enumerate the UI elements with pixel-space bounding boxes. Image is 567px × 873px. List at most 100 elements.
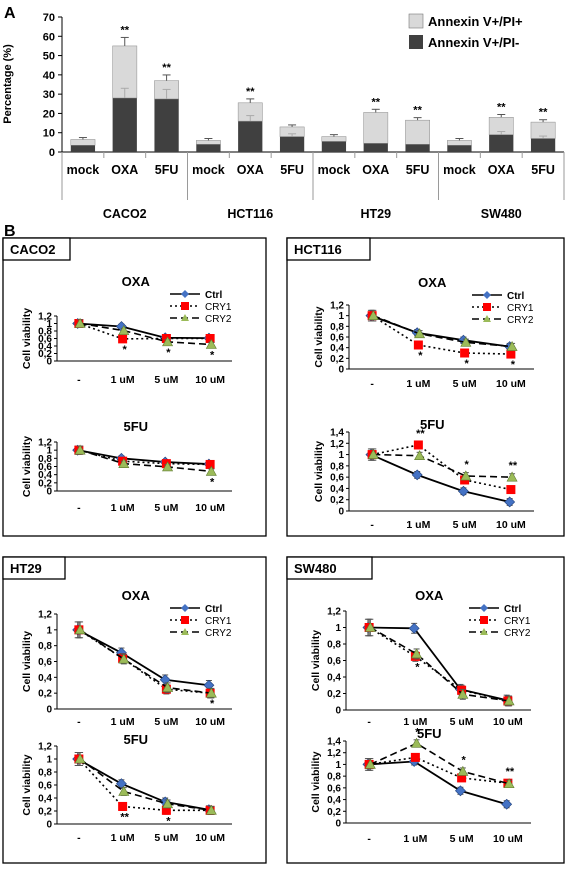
significance-label: *	[415, 661, 420, 673]
cell-line-tab	[286, 556, 373, 580]
y-tick-label: 1,2	[38, 438, 52, 449]
point-cry2	[118, 785, 130, 796]
point-cry2	[460, 336, 472, 347]
y-tick-label: 1	[335, 760, 341, 771]
point-cry2	[367, 310, 379, 320]
cell-line-label: SW480	[481, 207, 522, 221]
y-tick-label: 0	[338, 507, 344, 518]
bar-segment-pi-pos	[196, 140, 221, 145]
point-cry2	[205, 687, 217, 698]
point-ctrl	[501, 798, 513, 810]
category-label: mock	[192, 163, 225, 177]
y-tick-label-a: 30	[43, 89, 55, 101]
bar-segment-pi-pos	[447, 140, 472, 146]
x-tick-label: 5 uM	[154, 832, 178, 844]
significance-label: **	[506, 766, 515, 778]
legend-label-pi-neg: Annexin V+/PI-	[428, 35, 519, 50]
y-tick-label: 0,8	[327, 640, 341, 651]
y-tick-label: 1	[46, 625, 52, 636]
y-tick-label: 0,8	[330, 322, 344, 333]
series-line-ctrl	[77, 758, 210, 811]
cell-line-box	[286, 556, 565, 864]
cell-line-box	[2, 556, 267, 864]
y-tick-label: 1	[338, 311, 344, 322]
point-cry2	[506, 471, 518, 482]
y-axis-label: Cell viability	[313, 441, 325, 502]
legend-label: CRY1	[205, 302, 232, 313]
x-tick-label: 1 uM	[403, 833, 427, 845]
point-cry2	[118, 458, 130, 468]
cell-line-label: HT29	[360, 207, 391, 221]
bar-segment-pi-neg	[321, 141, 347, 152]
point-cry2	[74, 444, 86, 455]
significance-label: *	[210, 698, 215, 710]
x-tick-label: 10 uM	[496, 519, 526, 531]
panel-a-label: A	[4, 5, 16, 22]
panel-a-ylabel: Percentage (%)	[2, 44, 14, 124]
cell-line-title: HCT116	[294, 242, 342, 257]
y-axis-label: Cell viability	[310, 751, 322, 812]
series-line-ctrl	[370, 453, 510, 503]
bar-segment-pi-neg	[112, 98, 137, 152]
significance-label: **	[416, 428, 425, 440]
significance-label: *	[511, 359, 516, 371]
legend-label: CRY2	[205, 314, 232, 325]
y-tick-label-a: 60	[43, 31, 55, 43]
point-cry2	[364, 758, 376, 769]
point-ctrl	[455, 785, 466, 797]
legend-marker-ctrl	[181, 604, 189, 612]
y-tick-label: 0,2	[327, 807, 341, 818]
legend-marker-ctrl	[483, 291, 491, 299]
cell-line-tab	[286, 237, 371, 261]
bar-segment-pi-neg	[70, 145, 96, 152]
y-tick-label: 0	[338, 365, 344, 376]
legend-marker-cry2	[181, 628, 189, 635]
cell-line-title: HT29	[10, 561, 42, 576]
bar-segment-pi-neg	[530, 138, 556, 152]
bar-segment-pi-pos	[321, 136, 347, 142]
point-cry2	[457, 765, 469, 776]
y-tick-label: 0	[46, 487, 52, 498]
y-tick-label: 0,6	[38, 657, 52, 668]
series-line-cry1	[78, 449, 211, 466]
significance-label: **	[371, 96, 380, 108]
y-tick-label: 0,2	[38, 689, 52, 700]
point-cry1	[161, 805, 171, 815]
y-tick-label: 0,8	[38, 327, 52, 338]
significance-label: **	[120, 811, 129, 823]
point-ctrl	[408, 622, 420, 634]
y-tick-label: 0	[46, 705, 52, 716]
y-tick-label: 0,4	[330, 484, 344, 495]
series-line-cry2	[373, 314, 513, 348]
legend-label: CRY1	[507, 303, 534, 314]
legend-label: CRY2	[507, 315, 534, 326]
significance-label: *	[210, 350, 215, 362]
significance-label: **	[497, 102, 506, 114]
legend-label: Ctrl	[507, 291, 524, 302]
y-tick-label: 1,4	[327, 737, 341, 748]
y-tick-label: 1,2	[330, 439, 344, 450]
category-label: OXA	[488, 163, 515, 177]
y-tick-label-a: 10	[43, 128, 55, 140]
series-line-cry1	[78, 322, 211, 340]
chart-title: OXA	[122, 588, 151, 603]
y-tick-label: 0,4	[330, 343, 344, 354]
y-tick-label: 0,2	[330, 495, 344, 506]
bar-segment-pi-pos	[405, 119, 430, 145]
y-tick-label: 0,6	[330, 473, 344, 484]
point-cry1	[506, 349, 516, 359]
bar-segment-pi-pos	[70, 139, 96, 146]
point-cry1	[413, 340, 423, 350]
series-line-cry1	[369, 756, 508, 784]
cell-line-tab	[2, 556, 66, 580]
significance-label: **	[509, 460, 518, 472]
cell-line-box	[286, 237, 565, 537]
y-axis-label: Cell viability	[21, 754, 33, 815]
x-tick-label: -	[370, 378, 374, 390]
y-axis-label: Cell viability	[313, 306, 325, 367]
category-label: mock	[443, 163, 476, 177]
point-cry2	[205, 338, 217, 349]
legend-marker-ctrl	[480, 604, 488, 612]
